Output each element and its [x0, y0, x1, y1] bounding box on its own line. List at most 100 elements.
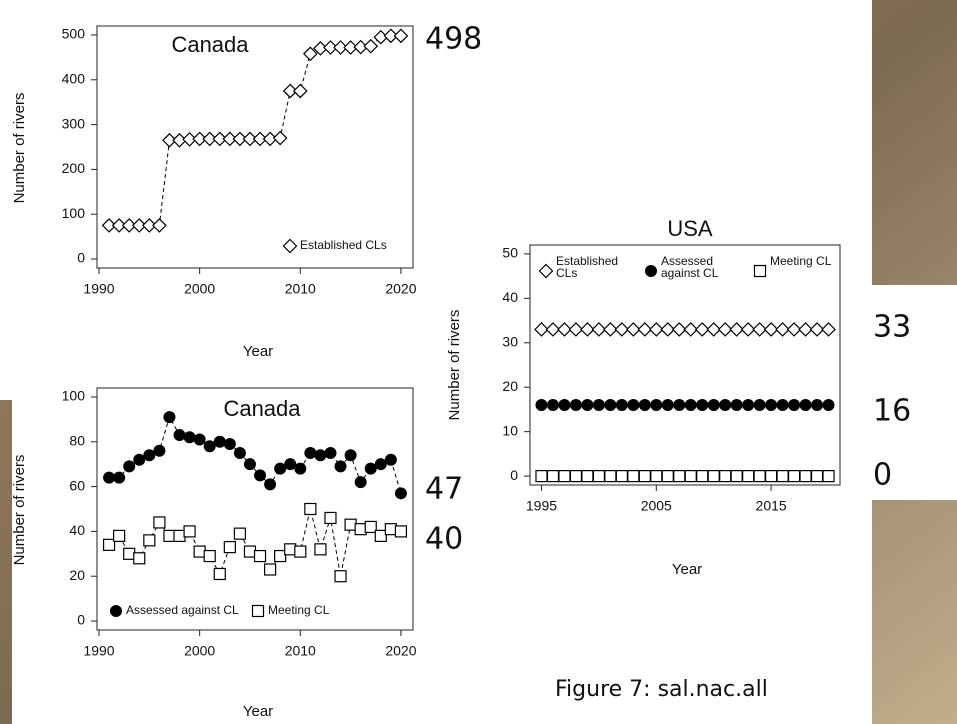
point: [315, 544, 326, 555]
legend-label: Assessed against CL: [126, 603, 239, 617]
y-tick-label: 0: [77, 612, 85, 628]
point: [765, 399, 777, 411]
point: [662, 471, 673, 482]
legend-marker: [253, 606, 264, 617]
y-tick-label: 60: [69, 477, 85, 493]
x-tick-label: 1990: [83, 281, 114, 297]
y-tick-label: 50: [502, 245, 518, 261]
y-tick-label: 30: [502, 333, 518, 349]
annotation: 16: [873, 394, 911, 429]
y-tick-label: 10: [502, 422, 518, 438]
legend-item: Established CLs: [556, 255, 626, 287]
caption: Figure 7: sal.nac.all: [555, 677, 768, 702]
x-tick-label: 1995: [526, 498, 557, 514]
point: [144, 535, 155, 546]
point: [314, 449, 326, 461]
y-tick-label: 100: [62, 388, 86, 404]
x-tick-label: 2020: [385, 643, 416, 659]
point: [731, 471, 742, 482]
annotation: 47: [425, 472, 463, 507]
point: [154, 517, 165, 528]
point: [345, 519, 356, 530]
point: [104, 539, 115, 550]
point: [742, 399, 754, 411]
point: [570, 399, 582, 411]
y-axis-label: Number of rivers: [446, 310, 463, 421]
point: [345, 449, 357, 461]
point: [294, 463, 306, 475]
point: [224, 542, 235, 553]
point: [731, 399, 743, 411]
point: [395, 487, 407, 499]
point: [673, 399, 685, 411]
point: [113, 472, 125, 484]
y-tick-label: 20: [69, 567, 85, 583]
point: [789, 471, 800, 482]
point: [324, 447, 336, 459]
point: [305, 504, 316, 515]
point: [535, 399, 547, 411]
point: [114, 530, 125, 541]
point: [581, 399, 593, 411]
y-tick-label: 80: [69, 432, 85, 448]
point: [627, 399, 639, 411]
point: [766, 471, 777, 482]
point: [304, 447, 316, 459]
point: [395, 526, 406, 537]
point: [275, 551, 286, 562]
point: [335, 460, 347, 472]
point: [685, 471, 696, 482]
point: [662, 399, 674, 411]
annotation: 0: [873, 458, 892, 493]
point: [708, 471, 719, 482]
point: [674, 471, 685, 482]
point: [697, 471, 708, 482]
point: [153, 445, 165, 457]
legend-marker: [755, 266, 766, 277]
x-tick-label: 2000: [184, 643, 215, 659]
point: [823, 399, 835, 411]
point: [385, 524, 396, 535]
point: [194, 434, 206, 446]
point: [708, 399, 720, 411]
point: [754, 399, 766, 411]
point: [204, 551, 215, 562]
point: [547, 399, 559, 411]
legend-label: Established CLs: [300, 238, 387, 252]
point: [823, 471, 834, 482]
x-axis-label: Year: [243, 343, 273, 360]
point: [616, 471, 627, 482]
x-tick-label: 2010: [285, 643, 316, 659]
point: [628, 471, 639, 482]
point: [163, 411, 175, 423]
point: [264, 478, 276, 490]
y-tick-label: 0: [77, 250, 85, 266]
legend-item: Meeting CL: [770, 255, 840, 287]
point: [184, 526, 195, 537]
x-axis-label: Year: [672, 561, 702, 578]
point: [325, 512, 336, 523]
point: [582, 471, 593, 482]
y-axis-label: Number of rivers: [11, 455, 28, 566]
point: [244, 458, 256, 470]
point: [651, 471, 662, 482]
point: [295, 546, 306, 557]
y-tick-label: 400: [62, 70, 86, 86]
annotation: 498: [425, 22, 482, 57]
point: [777, 471, 788, 482]
point: [593, 471, 604, 482]
point: [650, 399, 662, 411]
point: [214, 568, 225, 579]
point: [696, 399, 708, 411]
y-tick-label: 500: [62, 26, 86, 42]
point: [174, 429, 186, 441]
legend-item: Assessed against CL: [661, 255, 731, 287]
point: [570, 471, 581, 482]
point: [265, 564, 276, 575]
point: [365, 521, 376, 532]
point: [800, 399, 812, 411]
legend-marker: [110, 605, 122, 617]
point: [285, 544, 296, 555]
x-tick-label: 2010: [285, 281, 316, 297]
point: [800, 471, 811, 482]
